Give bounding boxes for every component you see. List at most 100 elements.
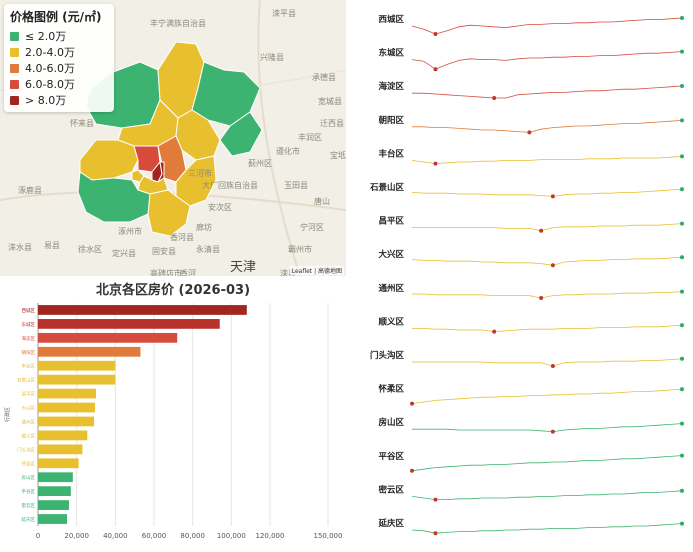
sparkline-end-point — [680, 421, 684, 426]
map-place-label: 徐水区 — [78, 245, 102, 254]
y-tick-label: 通州区 — [22, 418, 36, 425]
map-attribution[interactable]: Leaflet | 高德地图 — [289, 266, 344, 275]
map-place-label: 玉田县 — [284, 181, 308, 190]
bar-chart-title: 北京各区房价 (2026-03) — [96, 282, 250, 298]
district-trend-sparklines: 西城区东城区海淀区朝阳区丰台区石景山区昌平区大兴区通州区顺义区门头沟区怀柔区房山… — [369, 14, 684, 536]
sparkline-min-point — [539, 296, 544, 300]
map-place-label: 宽城县 — [318, 97, 342, 106]
bar — [38, 374, 116, 385]
sparkline-end-point — [680, 289, 684, 294]
sparkline-label: 密云区 — [377, 484, 404, 495]
sparkline-min-point — [410, 468, 414, 473]
y-tick-label: 西城区 — [22, 307, 36, 314]
legend-swatch — [10, 95, 19, 105]
map-place-label: 承德县 — [312, 73, 336, 82]
map-place-label: 宝坻区 — [330, 151, 346, 160]
sparkline-min-point — [492, 96, 497, 100]
map-place-label: 三河市 — [188, 169, 212, 178]
map-place-label: 涿鹿县 — [18, 186, 42, 195]
y-tick-label: 密云区 — [22, 502, 36, 509]
bar — [38, 305, 247, 315]
y-tick-label: 朝阳区 — [22, 349, 36, 356]
sparkline — [411, 455, 683, 472]
map-place-label: 安次区 — [208, 203, 232, 212]
legend-item: 4.0-6.0万 — [10, 60, 108, 76]
bar — [38, 514, 67, 524]
bar — [38, 332, 178, 343]
legend-swatch — [10, 31, 19, 41]
bar — [38, 472, 73, 483]
map-place-label: 怀来县 — [70, 119, 94, 128]
bar — [38, 319, 220, 329]
sparkline-end-point — [680, 323, 684, 328]
sparkline — [412, 324, 683, 333]
sparkline-min-point — [433, 531, 438, 536]
legend-swatch — [10, 79, 19, 89]
legend-label: ≤ 2.0万 — [25, 30, 67, 43]
sparkline-end-point — [680, 118, 684, 123]
y-tick-label: 昌平区 — [22, 392, 36, 398]
sparkline — [411, 256, 683, 266]
sparkline-min-point — [527, 130, 532, 135]
sparkline-end-point — [680, 387, 684, 392]
y-axis-title: 行政区 — [4, 407, 11, 422]
sparkline-end-point — [680, 16, 684, 20]
map-place-label: 涿州市 — [118, 227, 142, 236]
sparkline-label: 西城区 — [378, 14, 404, 25]
x-tick-label: 0 — [36, 532, 40, 540]
y-tick-label: 东城区 — [22, 321, 36, 328]
sparkline-end-point — [680, 255, 684, 260]
map-place-label: 霸州市 — [288, 245, 312, 254]
sparkline — [412, 223, 683, 232]
y-tick-label: 房山区 — [22, 474, 36, 481]
y-tick-label: 大兴区 — [22, 405, 36, 412]
sparkline — [411, 388, 683, 404]
sparkline — [411, 188, 683, 197]
x-tick-label: 20,000 — [64, 532, 89, 540]
district-polygons — [77, 41, 263, 237]
sparkline — [412, 120, 683, 133]
legend-item: 6.0-8.0万 — [10, 76, 108, 92]
sparkline-min-point — [550, 429, 555, 434]
y-tick-label: 石景山区 — [17, 377, 35, 384]
legend-item: > 8.0万 — [10, 92, 108, 108]
sparkline — [411, 17, 683, 35]
sparkline-label: 顺义区 — [378, 316, 404, 327]
sparkline — [412, 85, 683, 99]
y-tick-label: 门头沟区 — [17, 446, 35, 453]
legend-item: ≤ 2.0万 — [10, 28, 108, 44]
bar — [38, 444, 83, 455]
district-门头沟区[interactable] — [79, 139, 139, 181]
x-tick-label: 80,000 — [180, 532, 205, 540]
map-place-label: 兴隆县 — [260, 53, 284, 62]
map-place-label: 涞水县 — [8, 243, 32, 252]
sparkline-min-point — [492, 329, 497, 334]
sparkline-label: 通州区 — [378, 283, 404, 294]
x-tick-label: 120,000 — [256, 532, 285, 540]
legend-label: 6.0-8.0万 — [25, 78, 75, 91]
bar — [38, 346, 141, 357]
sparkline-panel: 西城区 东城区 海淀区 朝阳区 丰台区 石景山区 昌平区 大兴区 通州区 顺义区 门头沟区 怀柔区 房山… — [346, 0, 693, 548]
sparkline-label: 大兴区 — [378, 249, 404, 260]
y-tick-label: 顺义区 — [22, 433, 36, 439]
sparkline — [412, 358, 683, 367]
sparkline-label: 怀柔区 — [378, 384, 404, 395]
y-tick-label: 平谷区 — [22, 488, 36, 495]
x-tick-label: 60,000 — [142, 532, 167, 540]
sparkline — [411, 156, 683, 165]
y-tick-label: 怀柔区 — [22, 460, 36, 467]
sparkline-end-point — [680, 154, 684, 159]
map-place-label: 易县 — [44, 241, 60, 250]
district-大兴区[interactable] — [147, 189, 191, 237]
x-tick-label: 40,000 — [103, 532, 128, 540]
bar — [38, 416, 95, 427]
sparkline — [412, 423, 683, 433]
map-place-label: 固安县 — [152, 247, 176, 256]
sparkline-min-point — [410, 401, 414, 406]
sparkline-label: 东城区 — [378, 48, 404, 59]
sparkline — [411, 523, 683, 534]
legend-swatch — [10, 63, 19, 73]
sparkline-label: 门头沟区 — [370, 350, 405, 361]
district-price-map[interactable]: 价格图例 (元/㎡) ≤ 2.0万 2.0-4.0万 4.0-6.0万 6.0-8.0… — [0, 0, 346, 276]
sparkline-label: 朝阳区 — [378, 115, 404, 126]
